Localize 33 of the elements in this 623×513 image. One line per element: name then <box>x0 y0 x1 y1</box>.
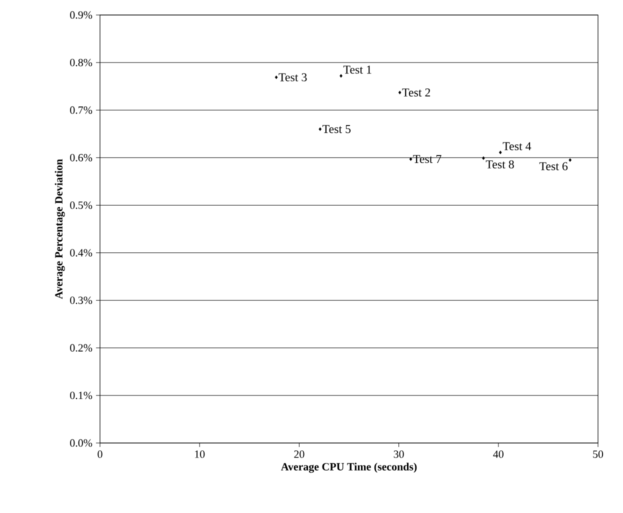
annotation: Test 8 <box>486 160 514 168</box>
annotation: Test 3 <box>278 73 307 82</box>
x-tick-label: 10 <box>195 450 205 458</box>
x-tick-label: 20 <box>294 450 304 458</box>
point <box>340 74 342 78</box>
x-tick-label: 40 <box>493 450 504 458</box>
y-tick-label: 0.6% <box>70 154 92 162</box>
x-axis-title: Average CPU Time (seconds) <box>280 462 417 473</box>
y-axis-title: Average Percentage Deviation <box>54 159 65 299</box>
annotation: Test 1 <box>343 66 372 74</box>
point <box>409 157 412 161</box>
annotation: Test 6 <box>539 162 568 170</box>
point <box>398 90 402 94</box>
y-tick-label: 0.5% <box>70 202 92 209</box>
x-tick-label: 0 <box>98 450 102 458</box>
y-tick-label: 0.1% <box>70 392 92 400</box>
y-tick-label: 0.8% <box>70 58 92 66</box>
y-tick-label: 0.3% <box>70 296 92 304</box>
y-tick-label: 0.7% <box>70 106 92 114</box>
point <box>499 150 502 154</box>
annotation: Test 5 <box>322 125 351 134</box>
y-tick-label: 0.4% <box>70 249 92 256</box>
x-tick-label: 30 <box>394 450 404 458</box>
y-tick-label: 0.9% <box>70 11 92 19</box>
point <box>568 158 572 162</box>
point <box>274 76 278 80</box>
y-tick-label: 0.2% <box>70 344 92 352</box>
annotation: Test 4 <box>502 142 532 150</box>
point <box>482 156 485 160</box>
annotation: Test 2 <box>402 88 430 97</box>
y-tick-label: 0.0% <box>70 439 92 447</box>
point <box>318 127 322 131</box>
x-tick-label: 50 <box>593 450 604 458</box>
